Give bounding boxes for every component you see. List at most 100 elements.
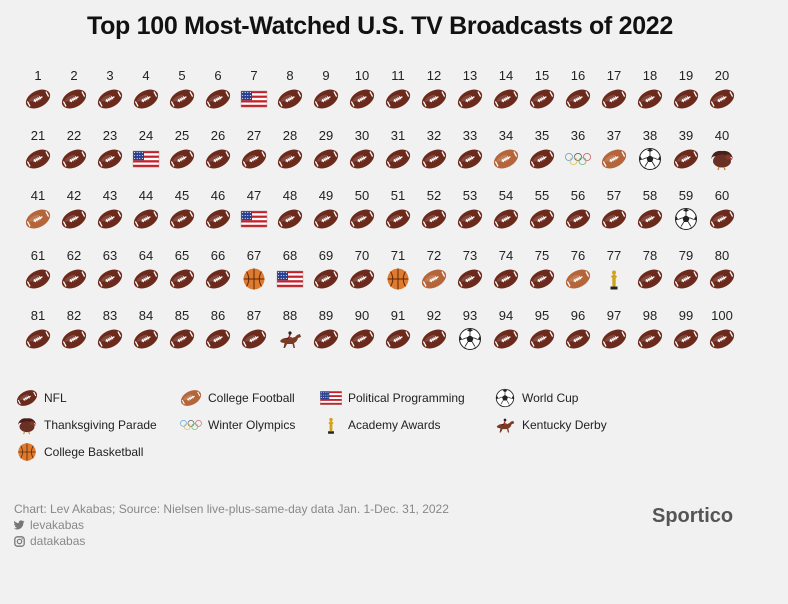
nfl-football-icon xyxy=(14,388,40,408)
legend-label: College Basketball xyxy=(44,445,144,459)
rank-label: 93 xyxy=(462,308,478,323)
college-football-icon xyxy=(599,147,629,171)
rank-label: 38 xyxy=(642,128,658,143)
rank-label: 74 xyxy=(498,248,514,263)
nfl-football-icon xyxy=(275,87,305,111)
nfl-football-icon xyxy=(491,267,521,291)
basketball-icon xyxy=(383,267,413,291)
nfl-football-icon xyxy=(671,87,701,111)
nfl-football-icon xyxy=(95,327,125,351)
rank-label: 79 xyxy=(678,248,694,263)
nfl-football-icon xyxy=(455,207,485,231)
rank-label: 77 xyxy=(606,248,622,263)
nfl-football-icon xyxy=(383,207,413,231)
footer: Chart: Lev Akabas; Source: Nielsen live-… xyxy=(14,501,449,549)
legend-item: NFL xyxy=(14,387,67,409)
rank-label: 52 xyxy=(426,188,442,203)
rank-label: 9 xyxy=(322,68,330,83)
legend-label: College Football xyxy=(208,391,295,405)
nfl-football-icon xyxy=(491,207,521,231)
chart-title: Top 100 Most-Watched U.S. TV Broadcasts … xyxy=(86,12,674,40)
nfl-football-icon xyxy=(455,147,485,171)
rank-label: 67 xyxy=(246,248,262,263)
us-flag-icon xyxy=(239,207,269,231)
rank-label: 68 xyxy=(282,248,298,263)
college-football-icon xyxy=(491,147,521,171)
twitter-bird-icon xyxy=(14,520,26,530)
nfl-football-icon xyxy=(599,87,629,111)
horse-racing-icon xyxy=(275,327,305,351)
rank-label: 17 xyxy=(606,68,622,83)
us-flag-icon xyxy=(275,267,305,291)
brand-logo: Sportico xyxy=(652,505,734,527)
rank-label: 14 xyxy=(498,68,514,83)
rank-label: 28 xyxy=(282,128,298,143)
nfl-football-icon xyxy=(131,207,161,231)
nfl-football-icon xyxy=(563,327,593,351)
nfl-football-icon xyxy=(707,207,737,231)
rank-label: 83 xyxy=(102,308,118,323)
nfl-football-icon xyxy=(311,267,341,291)
nfl-football-icon xyxy=(203,207,233,231)
rank-label: 34 xyxy=(498,128,514,143)
college-football-icon xyxy=(178,388,204,408)
nfl-football-icon xyxy=(419,147,449,171)
rank-label: 57 xyxy=(606,188,622,203)
rank-label: 24 xyxy=(138,128,154,143)
rank-label: 95 xyxy=(534,308,550,323)
rank-label: 51 xyxy=(390,188,406,203)
rank-label: 72 xyxy=(426,248,442,263)
oscar-statuette-icon xyxy=(318,415,344,435)
nfl-football-icon xyxy=(707,327,737,351)
legend-item: World Cup xyxy=(492,387,578,409)
nfl-football-icon xyxy=(95,207,125,231)
instagram-line[interactable]: datakabas xyxy=(14,533,449,549)
nfl-football-icon xyxy=(347,87,377,111)
nfl-football-icon xyxy=(167,327,197,351)
rank-label: 44 xyxy=(138,188,154,203)
nfl-football-icon xyxy=(707,267,737,291)
basketball-icon xyxy=(239,267,269,291)
nfl-football-icon xyxy=(527,327,557,351)
nfl-football-icon xyxy=(347,327,377,351)
nfl-football-icon xyxy=(23,147,53,171)
rank-label: 65 xyxy=(174,248,190,263)
legend-label: Political Programming xyxy=(348,391,465,405)
rank-label: 18 xyxy=(642,68,658,83)
legend: NFL College Football Political Programming… xyxy=(14,387,607,462)
basketball-icon xyxy=(14,442,40,462)
horse-racing-icon xyxy=(492,415,518,435)
nfl-football-icon xyxy=(59,147,89,171)
rank-label: 69 xyxy=(318,248,334,263)
nfl-football-icon xyxy=(311,147,341,171)
rank-label: 76 xyxy=(570,248,586,263)
rank-label: 85 xyxy=(174,308,190,323)
rank-label: 92 xyxy=(426,308,442,323)
rank-label: 59 xyxy=(678,188,694,203)
nfl-football-icon xyxy=(671,147,701,171)
rank-label: 31 xyxy=(390,128,406,143)
rank-label: 11 xyxy=(391,68,405,83)
nfl-football-icon xyxy=(311,87,341,111)
nfl-football-icon xyxy=(347,147,377,171)
nfl-football-icon xyxy=(563,207,593,231)
nfl-football-icon xyxy=(419,327,449,351)
college-football-icon xyxy=(23,207,53,231)
twitter-line[interactable]: levakabas xyxy=(14,517,449,533)
rank-label: 54 xyxy=(498,188,514,203)
nfl-football-icon xyxy=(167,87,197,111)
rank-label: 16 xyxy=(570,68,586,83)
soccer-ball-icon xyxy=(635,147,665,171)
oscar-statuette-icon xyxy=(599,267,629,291)
rank-label: 73 xyxy=(462,248,478,263)
turkey-icon xyxy=(707,147,737,171)
nfl-football-icon xyxy=(599,207,629,231)
rank-label: 10 xyxy=(354,68,370,83)
rank-label: 23 xyxy=(102,128,118,143)
nfl-football-icon xyxy=(707,87,737,111)
legend-item: Thanksgiving Parade xyxy=(14,414,157,436)
nfl-football-icon xyxy=(527,87,557,111)
twitter-handle: levakabas xyxy=(30,518,85,532)
nfl-football-icon xyxy=(455,267,485,291)
rank-label: 2 xyxy=(70,68,78,83)
